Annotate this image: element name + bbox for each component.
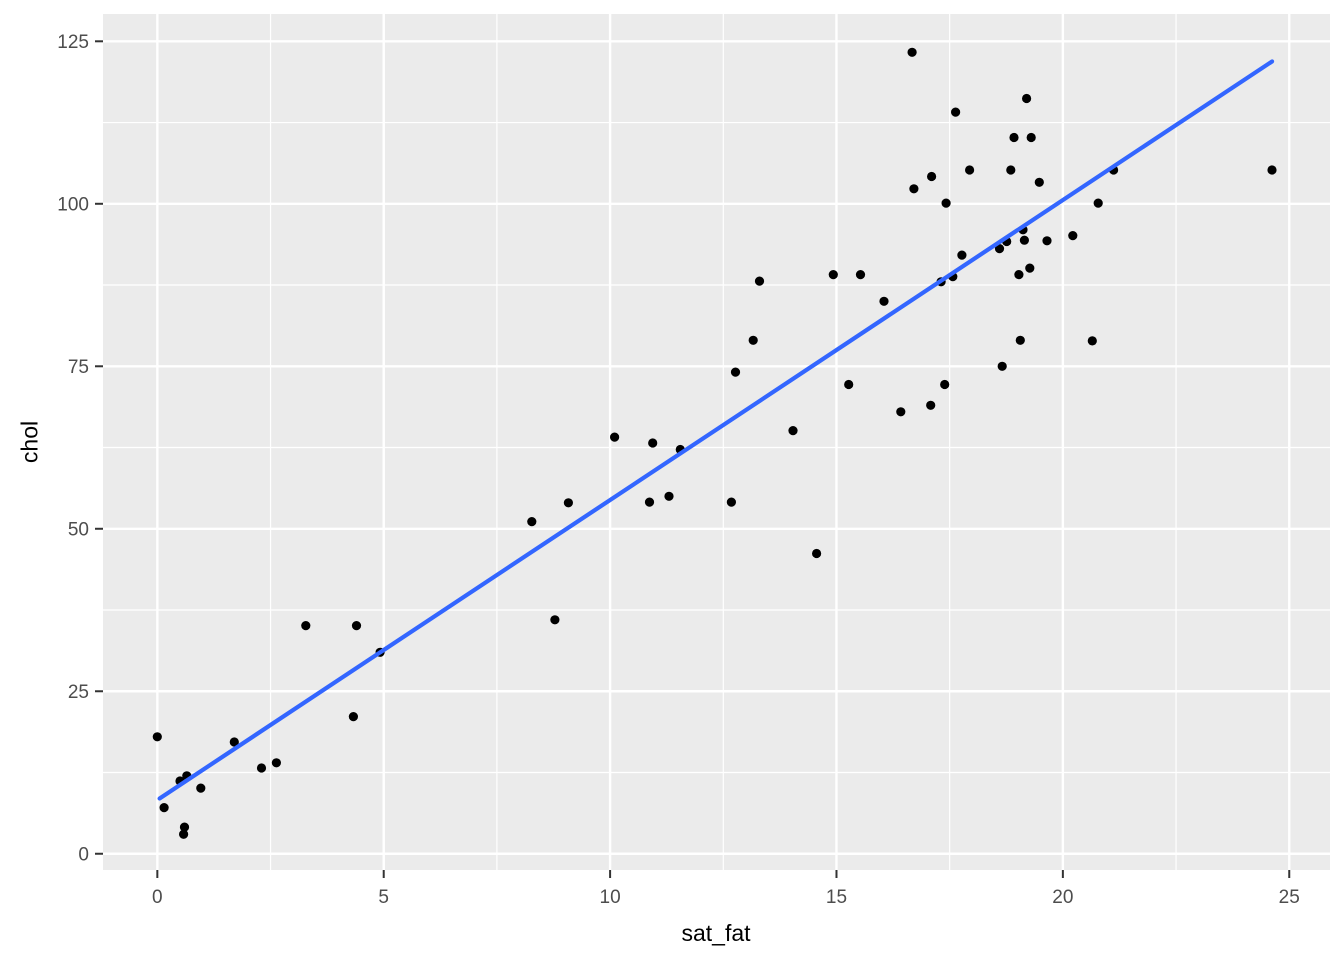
x-tick-label: 10 bbox=[600, 887, 621, 908]
x-axis-title: sat_fat bbox=[681, 920, 751, 946]
data-point bbox=[1034, 177, 1044, 187]
x-tick-label: 25 bbox=[1279, 887, 1300, 908]
data-point bbox=[844, 379, 854, 390]
data-point bbox=[812, 548, 822, 559]
data-point bbox=[351, 621, 362, 631]
data-point bbox=[726, 497, 737, 507]
data-point bbox=[301, 621, 311, 631]
data-point bbox=[997, 361, 1007, 371]
data-point bbox=[828, 270, 838, 280]
data-point bbox=[941, 198, 951, 208]
y-tick-label: 100 bbox=[57, 194, 89, 215]
data-point bbox=[965, 165, 975, 175]
data-point bbox=[951, 107, 961, 117]
data-point bbox=[1014, 270, 1024, 280]
plot-panel bbox=[103, 14, 1330, 870]
data-point bbox=[664, 491, 674, 501]
data-point bbox=[927, 171, 937, 182]
data-point bbox=[1015, 335, 1025, 345]
data-point bbox=[896, 407, 906, 417]
data-point bbox=[550, 615, 560, 625]
y-tick-label: 0 bbox=[78, 844, 89, 865]
data-point bbox=[1093, 198, 1103, 208]
data-point bbox=[788, 426, 798, 436]
data-point bbox=[1267, 165, 1277, 175]
data-point bbox=[256, 763, 267, 773]
data-point bbox=[229, 737, 239, 747]
data-point bbox=[994, 244, 1005, 254]
data-point bbox=[855, 270, 866, 280]
data-point bbox=[1009, 132, 1019, 143]
data-point bbox=[1025, 263, 1035, 273]
data-point bbox=[1019, 235, 1029, 245]
trend-line bbox=[157, 59, 1275, 801]
data-point bbox=[754, 276, 765, 286]
data-point bbox=[610, 432, 620, 442]
data-point bbox=[179, 822, 190, 832]
data-point bbox=[957, 250, 967, 260]
x-tick-label: 20 bbox=[1052, 887, 1073, 908]
data-point bbox=[1068, 231, 1078, 241]
data-point bbox=[527, 517, 537, 527]
data-point bbox=[926, 400, 936, 410]
y-tick-label: 25 bbox=[68, 682, 89, 703]
data-point bbox=[748, 335, 758, 345]
y-tick-label: 125 bbox=[57, 32, 89, 53]
y-axis-title: chol bbox=[16, 420, 43, 464]
data-point bbox=[907, 47, 917, 57]
data-point bbox=[1087, 336, 1097, 346]
y-tick-label: 75 bbox=[68, 357, 89, 378]
y-tick-label: 50 bbox=[68, 519, 89, 540]
data-point bbox=[271, 758, 281, 768]
data-point bbox=[179, 829, 189, 839]
data-point bbox=[940, 379, 950, 390]
x-tick-label: 0 bbox=[152, 887, 163, 908]
data-point bbox=[196, 783, 206, 793]
data-point bbox=[648, 438, 658, 448]
data-point bbox=[1006, 165, 1016, 175]
data-point bbox=[348, 712, 358, 722]
data-point bbox=[159, 803, 169, 813]
data-point bbox=[730, 367, 741, 377]
data-point bbox=[152, 732, 162, 742]
data-point bbox=[1026, 132, 1036, 143]
data-point bbox=[563, 498, 574, 508]
data-point bbox=[879, 296, 889, 306]
data-point bbox=[1042, 236, 1052, 246]
x-tick-label: 15 bbox=[826, 887, 847, 908]
data-point bbox=[1022, 93, 1032, 104]
data-point bbox=[644, 497, 655, 507]
x-tick-label: 5 bbox=[378, 887, 389, 908]
data-point bbox=[909, 184, 919, 194]
